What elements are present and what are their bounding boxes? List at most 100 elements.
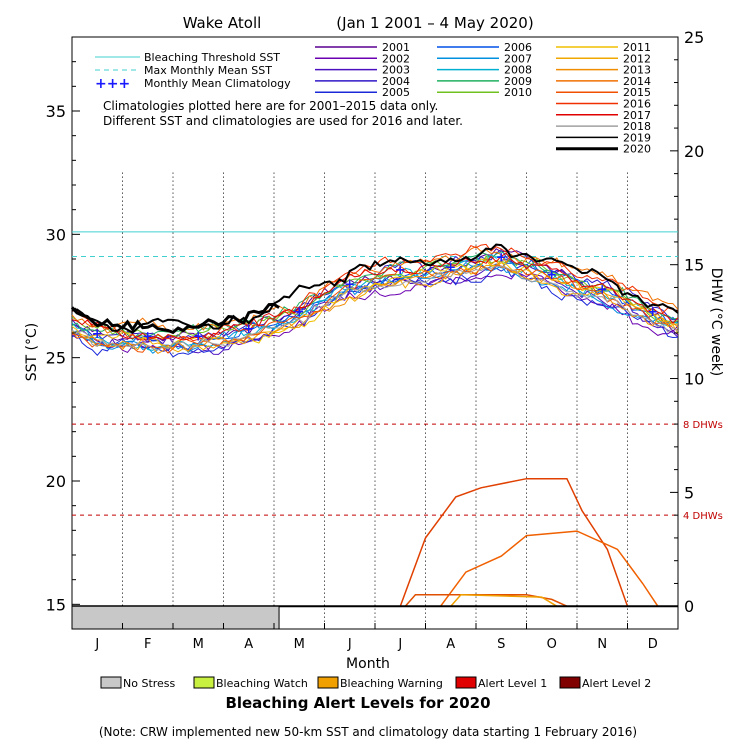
month-gridlines xyxy=(122,172,628,629)
legend-year-label: 2008 xyxy=(504,64,532,77)
dhw-line-2004 xyxy=(439,530,659,607)
alert-level-label: Alert Level 1 xyxy=(478,677,547,690)
dhw-series xyxy=(72,477,678,608)
sst-year-series xyxy=(70,243,679,358)
dhw-line-2017 xyxy=(404,594,568,607)
sst-line-2020 xyxy=(70,302,280,335)
climatology-markers: + + + + + + + + + + + + xyxy=(92,251,658,345)
month-tick-label: S xyxy=(497,637,505,652)
dhw-tick-label: 25 xyxy=(684,28,704,47)
month-tick-label: J xyxy=(94,637,99,652)
legend-year-label: 2019 xyxy=(623,131,651,144)
note-line-2: Different SST and climatologies are used… xyxy=(103,114,463,128)
sst-tick-label: 30 xyxy=(46,225,66,244)
reference-lines: 8 DHWs 4 DHWs xyxy=(72,231,723,522)
sst-tick-label: 25 xyxy=(46,349,66,368)
alert-level-label: Bleaching Warning xyxy=(340,677,443,690)
month-tick-label: M xyxy=(294,637,305,652)
legend-label-mmm: Max Monthly Mean SST xyxy=(144,64,272,77)
dhw-tick-label: 0 xyxy=(684,597,694,616)
sst-tick-label: 35 xyxy=(46,102,66,121)
sst-line-2015 xyxy=(71,264,679,354)
dhw-tick-label: 15 xyxy=(684,256,704,275)
sst-line-2010 xyxy=(71,255,679,340)
alert-swatch xyxy=(193,676,215,689)
alert-swatch xyxy=(100,676,122,689)
alert-level-label: Bleaching Watch xyxy=(216,677,308,690)
legend-label-climatology: Monthly Mean Climatology xyxy=(144,77,291,90)
climatology-marker: + xyxy=(496,251,507,266)
legend-reference: Bleaching Threshold SST Max Monthly Mean… xyxy=(95,51,291,92)
month-tick-label: A xyxy=(446,637,455,652)
x-axis-label: Month xyxy=(346,656,390,672)
climatology-marker: + xyxy=(294,305,305,320)
alert-level-legend: No Stress Bleaching Watch Bleaching Warnin… xyxy=(100,676,651,690)
dhw-line-2015 xyxy=(399,477,629,607)
sst-line-2018 xyxy=(71,265,679,351)
climatology-marker: + xyxy=(344,278,355,293)
dhw-tick-label: 10 xyxy=(684,370,704,389)
alert-swatch xyxy=(455,676,477,689)
legend-year-label: 2013 xyxy=(623,64,651,77)
legend-year-label: 2006 xyxy=(504,41,532,54)
sst-line-2016 xyxy=(71,243,679,342)
legend-year-label: 2001 xyxy=(382,41,410,54)
legend-year-label: 2004 xyxy=(382,75,410,88)
chart-title-site: Wake Atoll xyxy=(183,14,262,32)
month-tick-label: O xyxy=(547,637,557,652)
climatology-marker: + xyxy=(395,263,406,278)
dhw-line-2013 xyxy=(450,594,558,607)
legend-year-label: 2011 xyxy=(623,41,651,54)
dhw-tick-label: 20 xyxy=(684,142,704,161)
legend-year-label: 2017 xyxy=(623,109,651,122)
y-axis-label-left: SST (°C) xyxy=(24,323,40,381)
legend-year-label: 2018 xyxy=(623,120,651,133)
month-tick-label: N xyxy=(597,637,607,652)
sst-line-2011 xyxy=(71,258,679,349)
alert-swatch xyxy=(559,676,581,689)
sst-line-2012 xyxy=(71,260,679,353)
climatology-marker: + xyxy=(445,260,456,275)
axes: 15 20 25 30 35 0 5 10 15 20 25 J F M A M J J A S O N D xyxy=(46,28,705,652)
legend-year-label: 2002 xyxy=(382,52,410,65)
dhw-threshold-label: 4 DHWs xyxy=(683,511,723,522)
legend-year-label: 2003 xyxy=(382,64,410,77)
month-tick-label: J xyxy=(347,637,352,652)
plus-markers-icon: +++ xyxy=(95,76,130,92)
sst-line-2017 xyxy=(71,252,679,341)
note-line-1: Climatologies plotted here are for 2001–… xyxy=(103,99,438,113)
sst-line-2005 xyxy=(71,267,679,358)
alert-bar-2020 xyxy=(71,605,280,630)
month-tick-label: A xyxy=(244,637,253,652)
legend-year-label: 2016 xyxy=(623,98,651,111)
sst-tick-label: 20 xyxy=(46,472,66,491)
alert-level-label: No Stress xyxy=(123,677,176,690)
month-tick-label: M xyxy=(193,637,204,652)
climatology-marker: + xyxy=(243,322,254,337)
legend-year-label: 2015 xyxy=(623,86,651,99)
y-axis-label-right: DHW (°C week) xyxy=(708,268,724,377)
month-tick-label: F xyxy=(144,637,151,652)
legend-year-label: 2005 xyxy=(382,86,410,99)
legend-label-threshold: Bleaching Threshold SST xyxy=(144,51,280,64)
climatology-marker: + xyxy=(647,305,658,320)
month-tick-label: D xyxy=(648,637,658,652)
legend-year-label: 2009 xyxy=(504,75,532,88)
climatology-marker: + xyxy=(546,268,557,283)
alert-levels-title: Bleaching Alert Levels for 2020 xyxy=(225,694,490,712)
legend-year-label: 2010 xyxy=(504,86,532,99)
month-tick-label: J xyxy=(397,637,402,652)
sst-tick-label: 15 xyxy=(46,595,66,614)
legend-year-label: 2012 xyxy=(623,52,651,65)
legend-year-label: 2020 xyxy=(623,143,651,156)
alert-level-label: Alert Level 2 xyxy=(582,677,651,690)
climatology-marker: + xyxy=(597,283,608,298)
alert-bar-segment xyxy=(71,605,280,630)
legend-year-label: 2014 xyxy=(623,75,651,88)
climatology-marker: + xyxy=(92,327,103,342)
dhw-threshold-label: 8 DHWs xyxy=(683,420,723,431)
sst-line-2019 xyxy=(71,243,679,334)
climatology-marker: + xyxy=(193,329,204,344)
